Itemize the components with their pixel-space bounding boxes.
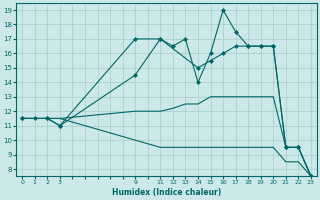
X-axis label: Humidex (Indice chaleur): Humidex (Indice chaleur) <box>112 188 221 197</box>
